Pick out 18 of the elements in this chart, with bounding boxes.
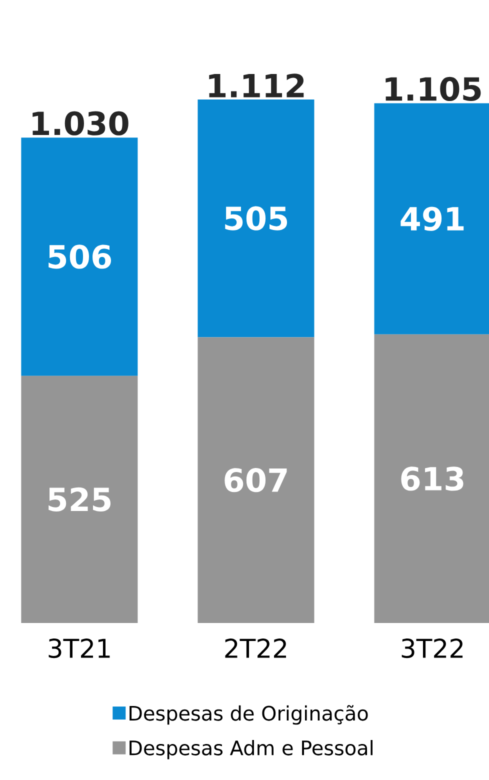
x-tick-label: 2T22 (225, 638, 286, 658)
bar (198, 99, 314, 338)
data-label: 613 (401, 466, 464, 491)
bar (198, 337, 314, 623)
bar (21, 138, 138, 376)
data-label: 491 (400, 206, 464, 231)
x-tick-label: 3T22 (402, 638, 463, 658)
x-tick-label: 3T21 (48, 638, 110, 658)
data-label: 607 (224, 468, 287, 492)
total-label: 1.030 (32, 111, 128, 136)
data-label: 525 (48, 487, 110, 512)
total-label: 1.112 (209, 74, 304, 98)
total-label: 1.105 (386, 76, 481, 102)
legend-label: Despesas Adm e Pessoal (130, 740, 373, 760)
bar (21, 376, 138, 623)
legend-label: Despesas de Originação (130, 705, 368, 725)
data-label: 506 (48, 244, 112, 269)
data-label: 505 (225, 206, 288, 230)
